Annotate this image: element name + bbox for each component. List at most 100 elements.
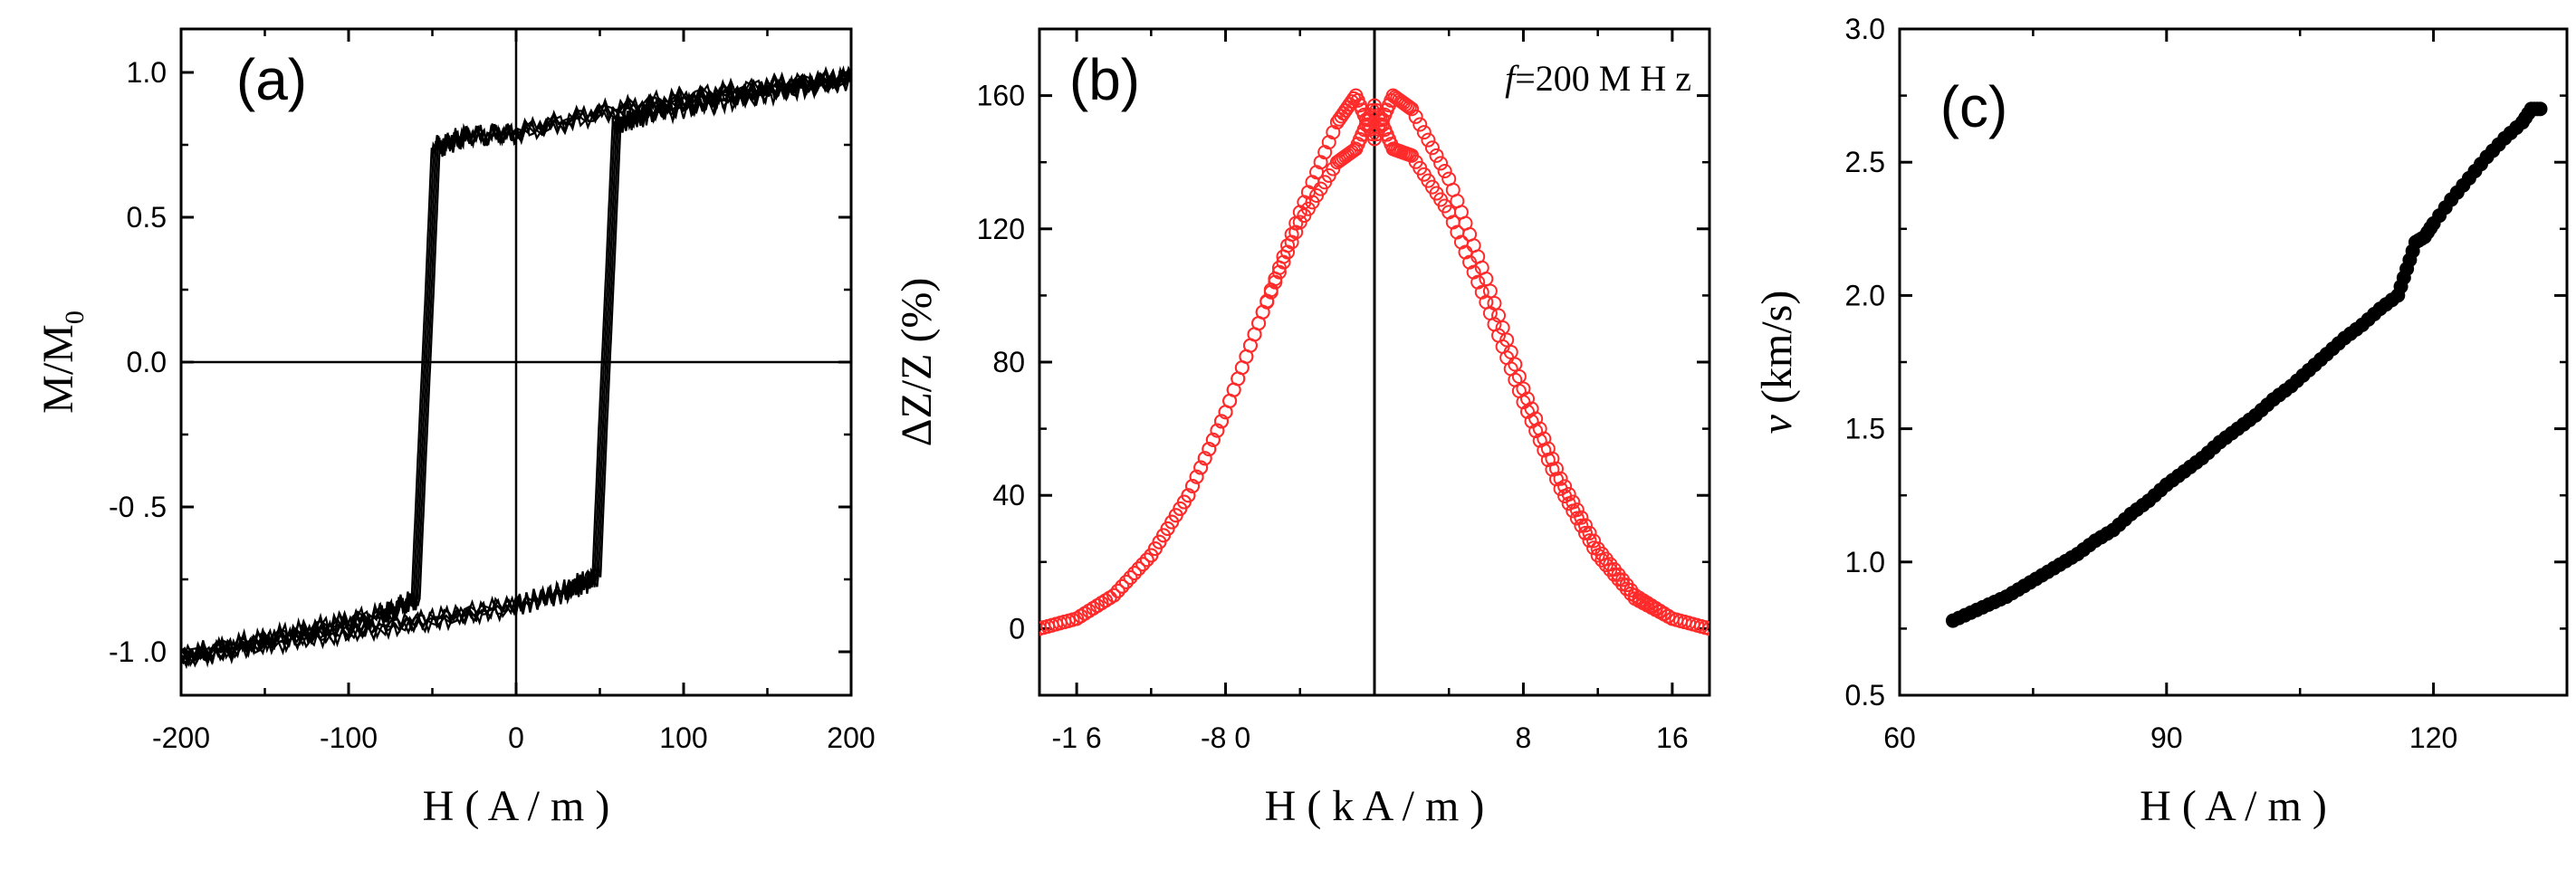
x-tick-label: 100 [659, 721, 707, 754]
chart-panel-1: -200 -100 0 100 200 1.0 0.5 0.0 -0 .5 -1 .0 H ( A … [34, 27, 876, 830]
data-layer [181, 65, 851, 670]
y-axis-label: v (km/s) [1753, 291, 1801, 435]
data-point [1524, 414, 1539, 429]
data-point [1548, 472, 1564, 487]
data-point [1603, 562, 1618, 578]
data-point [1582, 533, 1597, 549]
data-point [1619, 581, 1634, 597]
y-tick-label: 0.5 [127, 201, 167, 234]
y-tick-label: 40 [992, 479, 1025, 511]
data-point [1594, 552, 1610, 568]
data-point [1553, 471, 1568, 486]
x-tick-label: 8 [1516, 721, 1532, 754]
data-point [1545, 462, 1560, 477]
data-point [1537, 443, 1552, 458]
y-tick-label: 3.0 [1845, 13, 1885, 45]
data-point [1598, 558, 1614, 573]
y-tick-label: -1 .0 [109, 635, 167, 668]
y-tick-label: 2.0 [1845, 279, 1885, 311]
data-point [1606, 567, 1622, 582]
y-tick-label: 0.5 [1845, 679, 1885, 712]
data-point [1185, 478, 1201, 493]
y-tick-label: 1.0 [1845, 546, 1885, 578]
chart-panel-3: 60 90 120 0.5 1.0 1.5 2.0 2.5 3.0 H ( A / m ) v (k… [1753, 13, 2569, 830]
x-tick-label: 0 [508, 721, 524, 754]
data-point [1213, 414, 1229, 429]
series-line [181, 65, 848, 670]
data-point [1135, 557, 1151, 572]
data-point [1416, 125, 1432, 140]
data-point [1123, 569, 1138, 585]
data-point [1574, 518, 1589, 533]
y-tick-label: 2.5 [1845, 146, 1885, 178]
series-line [182, 71, 851, 664]
data-point [1421, 132, 1436, 148]
y-tick-label: 160 [977, 80, 1025, 112]
data-point [1577, 525, 1593, 540]
data-point [1115, 578, 1130, 594]
data-layer [1945, 101, 2548, 628]
data-point [1139, 552, 1154, 568]
y-tick-label: -0 .5 [109, 491, 167, 523]
data-point [1528, 424, 1544, 439]
y-tick-label: 0 [1009, 612, 1025, 645]
data-point [1210, 423, 1225, 438]
y-axis-label-unit: (km/s) [1753, 291, 1801, 415]
x-tick-label: 200 [827, 721, 875, 754]
data-point [1577, 518, 1593, 533]
data-point [1400, 99, 1415, 114]
series-line [181, 67, 848, 666]
data-point [1205, 432, 1221, 447]
y-tick-label: 1.5 [1845, 413, 1885, 445]
annotation-value: =200 M H z [1515, 58, 1691, 99]
data-point [1586, 533, 1602, 549]
x-tick-label: -1 6 [1052, 721, 1102, 754]
data-point [1127, 566, 1143, 581]
x-axis-label: H ( k A / m ) [1265, 782, 1485, 830]
data-point [1557, 489, 1573, 504]
y-axis-label-symbol: v [1753, 414, 1801, 434]
data-point [1131, 561, 1146, 577]
x-tick-label: 120 [2409, 721, 2457, 754]
data-point [1511, 368, 1527, 384]
data-point [1611, 572, 1626, 588]
data-point [1516, 395, 1531, 410]
data-point [1181, 488, 1196, 503]
data-point [1193, 460, 1209, 475]
data-layer [1039, 88, 1709, 636]
x-tick-label: -100 [320, 721, 378, 754]
data-point [1582, 525, 1597, 540]
data-point [1495, 320, 1510, 335]
x-axis-label: H ( A / m ) [2140, 782, 2327, 830]
series-line [184, 65, 851, 664]
y-tick-label: 120 [977, 213, 1025, 245]
x-tick-label: 90 [2150, 721, 2183, 754]
data-point [1429, 148, 1444, 163]
data-point [1189, 469, 1204, 484]
series-line [181, 65, 850, 666]
data-point [1437, 164, 1452, 179]
panel-label: (a) [236, 47, 307, 112]
y-tick-label: 1.0 [127, 56, 167, 89]
data-point [1586, 540, 1602, 556]
data-point [1561, 496, 1576, 511]
data-point [1553, 481, 1568, 496]
data-point [1566, 503, 1581, 519]
data-point [1623, 586, 1639, 601]
data-point [1110, 583, 1125, 598]
data-point [1569, 511, 1585, 526]
x-tick-label: -200 [152, 721, 210, 754]
y-axis-label: M/M0 [34, 311, 90, 414]
data-point [1118, 574, 1134, 589]
data-point [1540, 452, 1556, 467]
data-point [1520, 404, 1536, 419]
data-point [1408, 109, 1423, 124]
x-tick-label: -8 0 [1201, 721, 1250, 754]
x-axis-label: H ( A / m ) [423, 782, 610, 830]
y-tick-label: 0.0 [127, 346, 167, 378]
data-point [1106, 588, 1122, 603]
data-point [1433, 156, 1449, 171]
data-point [1202, 442, 1217, 457]
